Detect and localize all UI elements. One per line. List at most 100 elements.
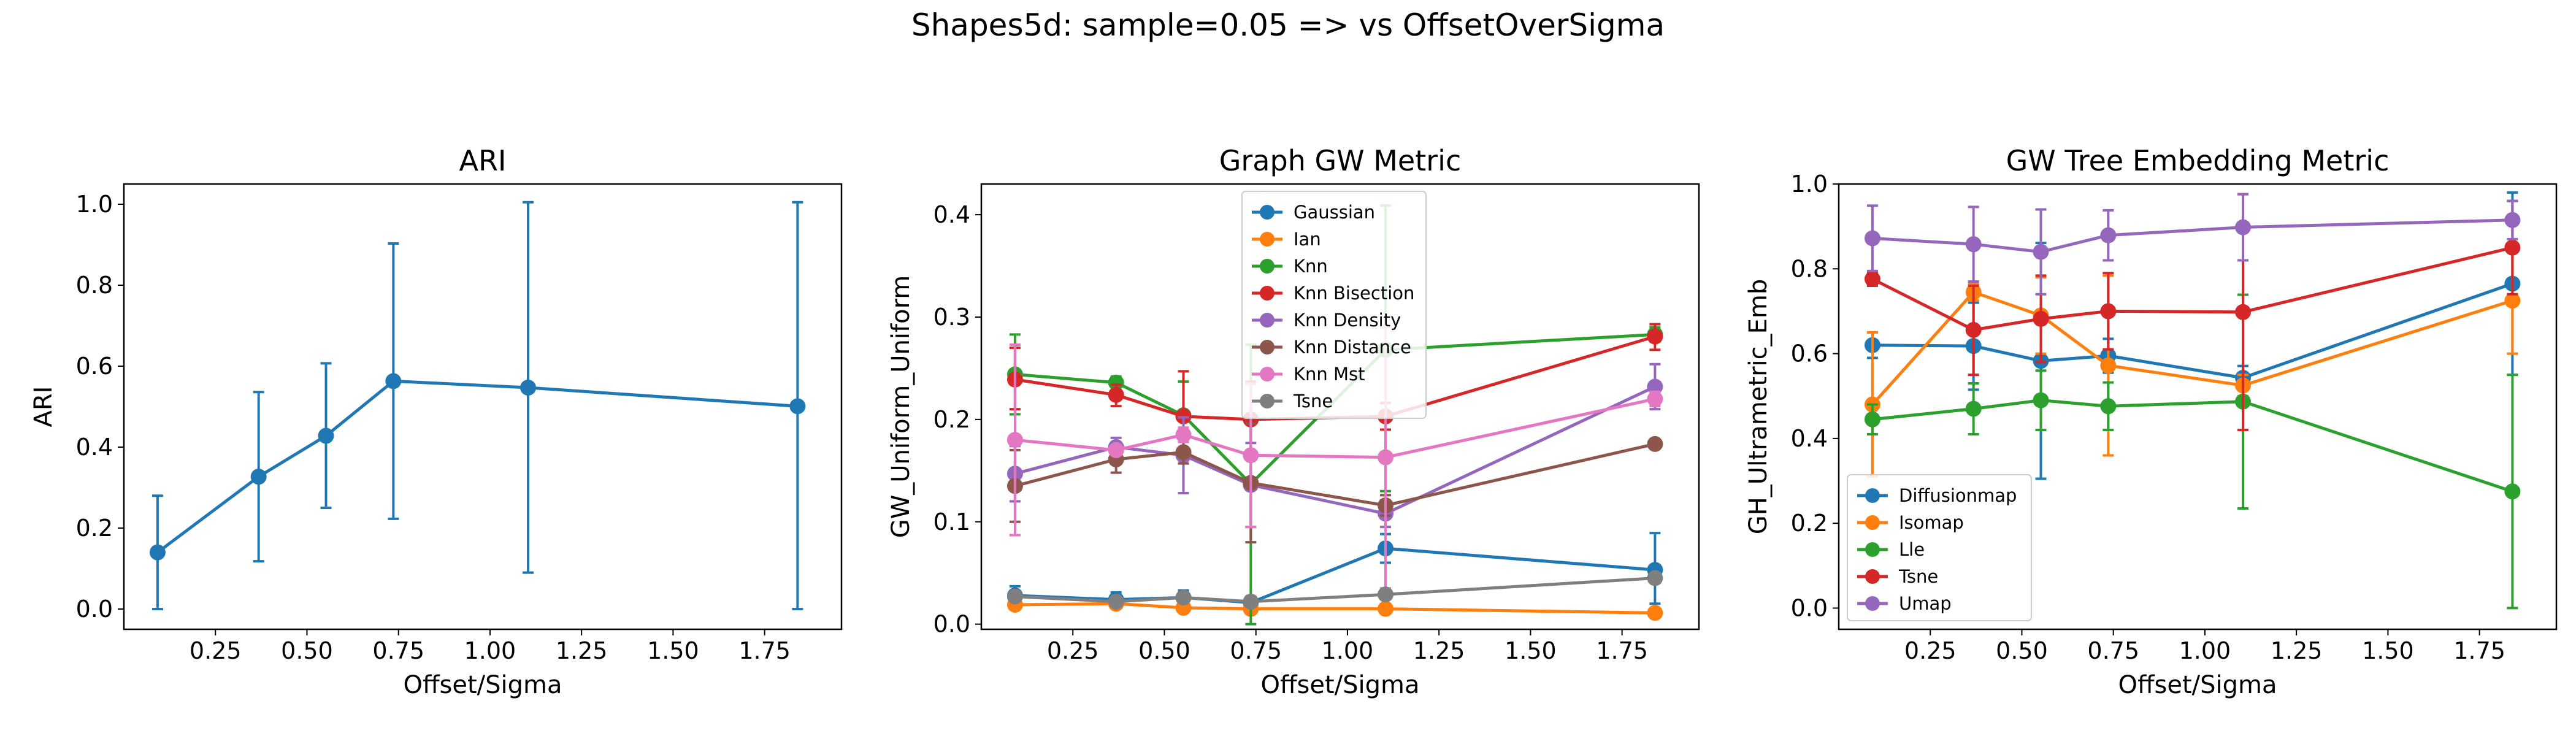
data-point <box>1175 589 1192 606</box>
series-line <box>1872 218 2513 254</box>
legend-item: Ian <box>1252 229 1321 250</box>
legend-swatch-marker <box>1260 286 1275 301</box>
data-point <box>1647 435 1663 452</box>
data-point <box>789 398 806 415</box>
y-tick-label: 0.8 <box>1791 255 1828 282</box>
series-line <box>1014 335 1656 421</box>
x-tick-label: 0.50 <box>1138 637 1190 664</box>
data-point <box>1108 374 1124 391</box>
y-tick-label: 1.0 <box>76 191 113 218</box>
legend-swatch-marker <box>1865 488 1880 503</box>
series-1 <box>149 201 806 610</box>
data-point <box>1864 411 1880 427</box>
legend-swatch-marker <box>1260 232 1275 247</box>
legend-label: Tsne <box>1293 391 1333 412</box>
legend-item: Knn <box>1252 256 1328 277</box>
series-6 <box>1006 422 1663 544</box>
plot-frame <box>123 183 843 631</box>
y-tick-label: 0.4 <box>76 434 113 461</box>
series-line <box>1014 385 1656 515</box>
legend-item: Umap <box>1857 593 1952 614</box>
data-point <box>2100 357 2117 374</box>
series-2 <box>1864 246 2521 478</box>
x-tick-label: 0.75 <box>1230 637 1282 664</box>
y-tick-label: 0.3 <box>933 304 970 331</box>
series-1 <box>1006 532 1663 611</box>
legend-box <box>1847 474 2032 621</box>
y-tick-label: 0.1 <box>933 508 970 535</box>
data-point <box>250 469 267 485</box>
data-point <box>1108 442 1124 458</box>
legend-label: Diffusionmap <box>1899 485 2017 506</box>
data-point <box>149 544 166 561</box>
chart-title: Graph GW Metric <box>1219 144 1461 177</box>
x-tick-label: 1.50 <box>1505 637 1557 664</box>
legend-label: Knn <box>1294 256 1328 277</box>
legend-swatch-marker <box>1865 569 1880 584</box>
x-tick-label: 0.25 <box>190 637 242 664</box>
chart-panel-2: Graph GW Metric 0.25 0.50 0.75 1.00 1.25 1.50 1… <box>887 144 1700 699</box>
series-line <box>1872 282 2513 380</box>
x-tick-label: 0.50 <box>281 637 333 664</box>
legend-box <box>1241 191 1427 419</box>
legend-swatch-marker <box>1865 515 1880 530</box>
series-line <box>1014 397 1655 459</box>
data-point <box>1864 270 1880 287</box>
x-tick-label: 1.25 <box>2271 637 2323 664</box>
legend-label: Lle <box>1899 539 1925 560</box>
x-tick-label: 1.25 <box>556 637 608 664</box>
data-point <box>1006 588 1023 605</box>
data-point <box>1378 600 1394 617</box>
y-tick-label: 0.6 <box>76 353 113 380</box>
x-axis-label: Offset/Sigma <box>403 671 562 699</box>
data-point <box>2504 483 2521 500</box>
legend-item: Knn Distance <box>1252 337 1411 358</box>
y-axis-label: ARI <box>29 386 58 427</box>
x-tick-label: 0.75 <box>2087 637 2139 664</box>
data-point <box>385 373 402 389</box>
x-tick-label: 1.00 <box>2179 637 2231 664</box>
data-point <box>2504 239 2521 256</box>
legend-item: Lle <box>1857 539 1925 560</box>
charts-area: ARI 0.25 0.50 0.75 1.00 1.25 1.50 1.75 0.0 0.2 0.4… <box>29 144 2558 699</box>
data-point <box>1965 236 1982 253</box>
y-tick-label: 0.0 <box>1791 594 1828 621</box>
data-point <box>1965 321 1982 338</box>
legend-label: Isomap <box>1899 512 1964 533</box>
data-point <box>1378 449 1394 466</box>
y-tick-label: 0.0 <box>76 596 113 623</box>
x-tick-label: 1.75 <box>738 637 791 664</box>
plot-frame <box>1838 183 2558 631</box>
data-point <box>2504 212 2521 228</box>
data-point <box>520 379 537 396</box>
legend-item: Knn Bisection <box>1252 283 1414 304</box>
legend-label: Knn Mst <box>1294 364 1365 385</box>
figure-title: Shapes5d: sample=0.05 => vs OffsetOverSi… <box>911 7 1665 43</box>
x-tick-label: 1.00 <box>464 637 516 664</box>
x-tick-label: 0.25 <box>1047 637 1099 664</box>
y-tick-label: 0.8 <box>76 272 113 299</box>
data-point <box>2100 303 2117 320</box>
x-tick-label: 1.50 <box>2362 637 2414 664</box>
data-point <box>1647 605 1663 621</box>
data-point <box>1108 386 1124 403</box>
series-line <box>1014 577 1655 604</box>
series-3 <box>1864 293 2521 610</box>
series-line <box>1871 246 2513 332</box>
series-1 <box>1864 191 2521 480</box>
data-point <box>1175 444 1192 461</box>
data-point <box>318 427 334 444</box>
x-tick-label: 0.25 <box>1904 637 1957 664</box>
legend-label: Tsne <box>1898 566 1938 587</box>
data-point <box>1864 230 1880 247</box>
x-tick-label: 1.75 <box>1596 637 1648 664</box>
legend-item: Isomap <box>1857 512 1964 533</box>
data-point <box>1243 447 1259 464</box>
data-point <box>1647 391 1663 407</box>
data-point <box>1378 586 1394 603</box>
legend-swatch-marker <box>1260 394 1275 408</box>
legend-label: Ian <box>1294 229 1321 250</box>
legend-item: Gaussian <box>1252 202 1375 223</box>
x-tick-label: 0.50 <box>1996 637 2048 664</box>
